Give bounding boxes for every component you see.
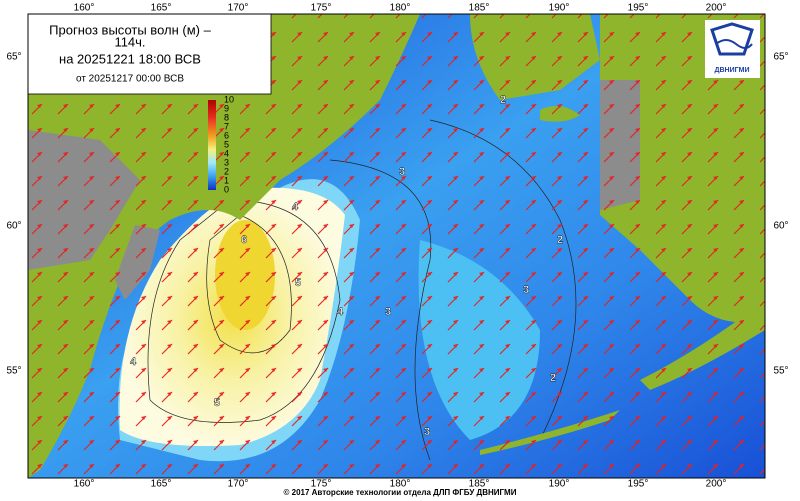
- longitude-label: 170°: [228, 3, 249, 14]
- colorbar: [208, 100, 216, 190]
- map-frame: [27, 13, 766, 479]
- contour-label: 4: [130, 356, 137, 368]
- contour-label: 2: [557, 234, 563, 246]
- longitude-label: 195°: [628, 3, 649, 14]
- longitude-label: 185°: [469, 3, 490, 14]
- contour-label: 4: [337, 306, 344, 318]
- colorbar-label: 8: [224, 112, 229, 122]
- contour-label: 3: [424, 426, 430, 438]
- colorbar-label: 7: [224, 121, 229, 131]
- longitude-label: 165°: [151, 3, 172, 14]
- latitude-label: 65°: [773, 52, 788, 63]
- contour-label: 2: [500, 94, 506, 106]
- longitude-label: 170°: [228, 479, 249, 490]
- colorbar-label: 3: [224, 157, 229, 167]
- colorbar-label: 2: [224, 166, 229, 176]
- longitude-label: 185°: [469, 479, 490, 490]
- latitude-label: 60°: [773, 221, 788, 232]
- colorbar-label: 6: [224, 130, 229, 140]
- latitude-label: 60°: [6, 221, 21, 232]
- longitude-label: 165°: [151, 479, 172, 490]
- longitude-label: 195°: [628, 479, 649, 490]
- contour-label: 6: [241, 234, 247, 246]
- colorbar-label: 4: [224, 148, 229, 158]
- contour-label: 5: [214, 397, 220, 409]
- title: Прогноз высоты волн (м) –: [49, 22, 211, 37]
- colorbar-label: 9: [224, 103, 229, 113]
- longitude-label: 200°: [706, 479, 727, 490]
- issued-time: от 20251217 00:00 ВСВ: [76, 74, 184, 85]
- colorbar-label: 1: [224, 175, 229, 185]
- longitude-label: 160°: [74, 479, 95, 490]
- logo-text: ДВНИГМИ: [715, 67, 750, 74]
- forecast-time: на 20251221 18:00 ВСВ: [59, 51, 201, 66]
- longitude-label: 175°: [311, 3, 332, 14]
- footer: © 2017 Авторские технологии отдела ДЛП Ф…: [284, 488, 517, 497]
- colorbar-label: 10: [224, 94, 234, 104]
- contour-label: 3: [399, 166, 405, 178]
- contour-label: 3: [523, 284, 529, 296]
- longitude-label: 190°: [549, 479, 570, 490]
- contour-label: 3: [385, 306, 391, 318]
- latitude-label: 65°: [6, 52, 21, 63]
- title: 114ч.: [114, 34, 145, 49]
- contour-label: 5: [295, 277, 301, 289]
- longitude-label: 200°: [706, 3, 727, 14]
- latitude-label: 55°: [6, 366, 21, 377]
- latitude-label: 55°: [773, 366, 788, 377]
- colorbar-label: 0: [224, 184, 229, 194]
- contour-label: 4: [292, 201, 299, 213]
- longitude-label: 190°: [549, 3, 570, 14]
- map: [28, 14, 765, 478]
- longitude-label: 180°: [390, 479, 411, 490]
- longitude-label: 160°: [74, 3, 95, 14]
- contour-label: 2: [550, 372, 556, 384]
- colorbar-label: 5: [224, 139, 229, 149]
- longitude-label: 180°: [390, 3, 411, 14]
- longitude-label: 175°: [311, 479, 332, 490]
